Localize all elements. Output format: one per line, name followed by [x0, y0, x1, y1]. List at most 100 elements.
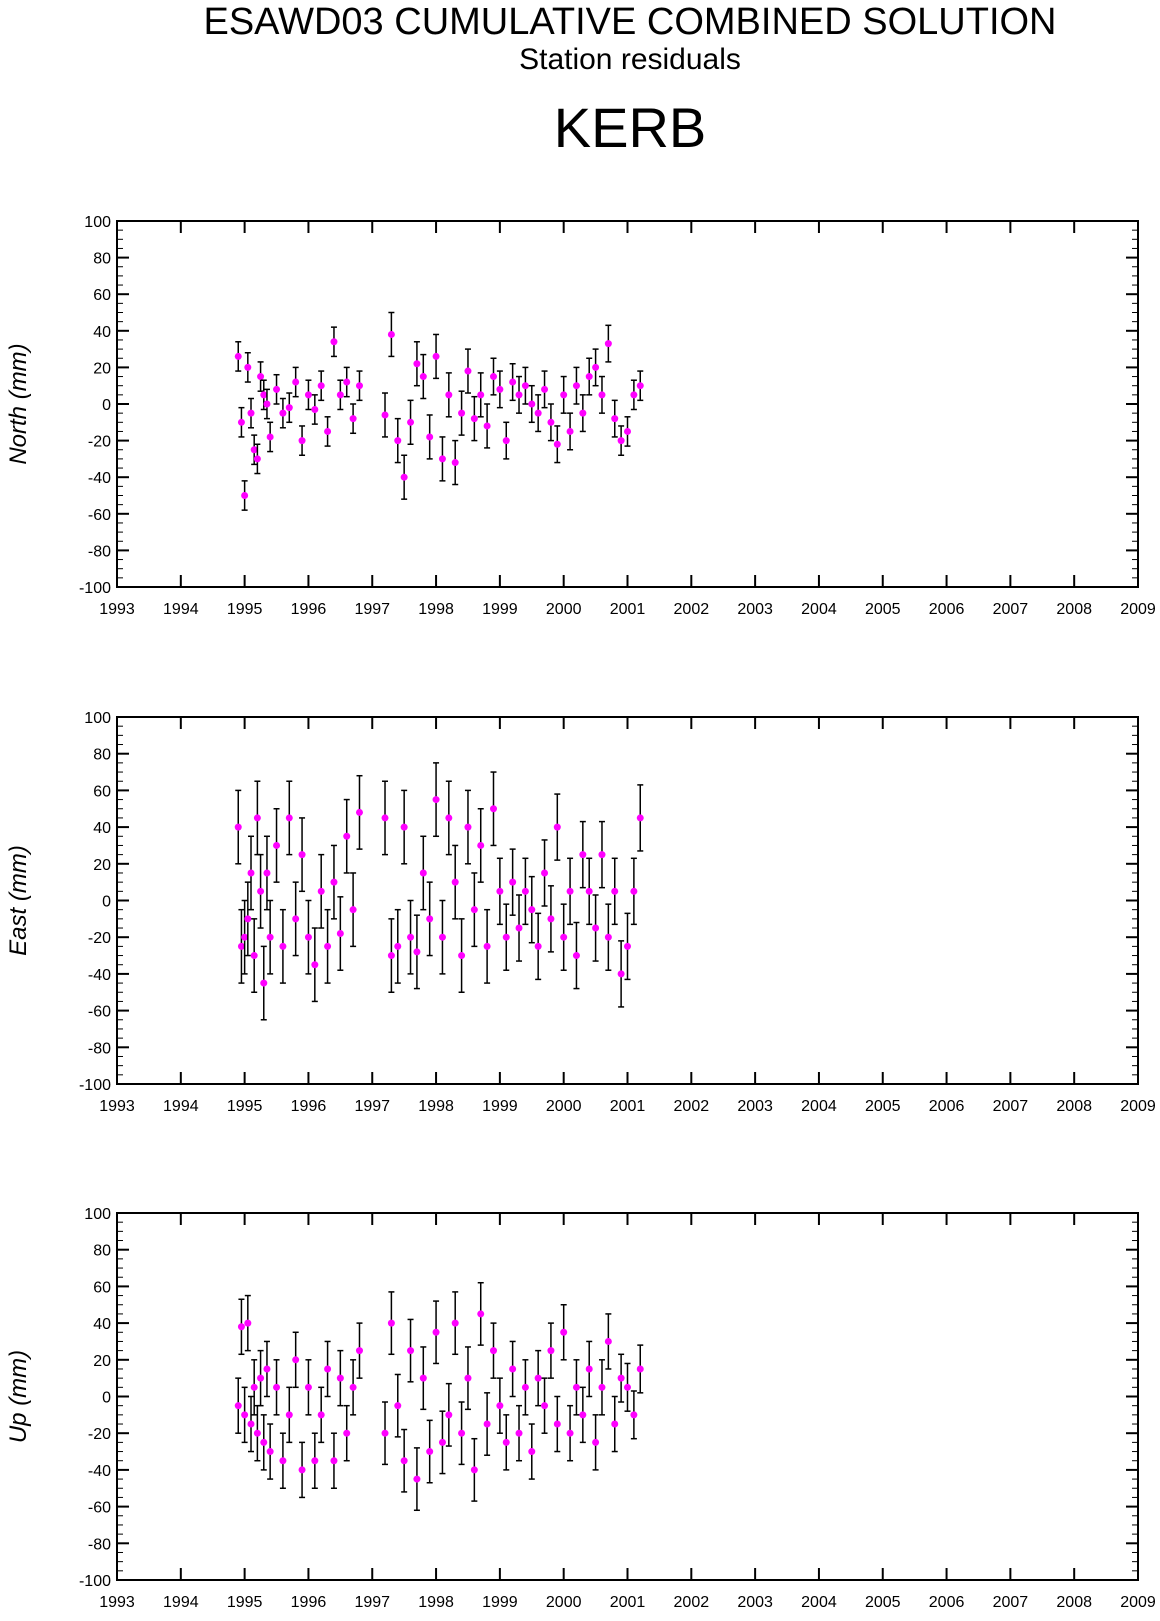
data-point: [509, 1365, 517, 1373]
data-point: [257, 887, 265, 895]
data-point: [292, 1356, 300, 1364]
y-tick-label: 0: [102, 397, 111, 414]
y-tick-label: 80: [93, 251, 111, 268]
data-point: [266, 933, 274, 941]
data-point: [617, 437, 625, 445]
data-point: [451, 1319, 459, 1327]
data-point: [324, 1365, 332, 1373]
data-point: [458, 1429, 466, 1437]
x-tick-label: 2007: [993, 601, 1029, 618]
data-point: [407, 418, 415, 426]
y-axis-label: Up (mm): [5, 1350, 32, 1443]
data-point: [336, 391, 344, 399]
data-point: [432, 796, 440, 804]
data-point: [241, 492, 249, 499]
data-point: [611, 1420, 619, 1428]
x-tick-label: 2004: [801, 1098, 837, 1115]
data-point: [324, 942, 332, 950]
data-point: [560, 391, 568, 399]
data-point: [509, 878, 517, 886]
data-point: [483, 1420, 491, 1428]
y-tick-label: 100: [84, 214, 111, 231]
data-point: [349, 1383, 357, 1391]
y-tick-label: 100: [84, 1206, 111, 1223]
data-point: [611, 887, 619, 895]
data-point: [253, 455, 261, 463]
data-point: [604, 340, 612, 348]
station-name: KERB: [553, 96, 707, 159]
y-tick-label: -80: [88, 1536, 111, 1553]
data-point: [515, 391, 523, 399]
y-tick-label: -100: [79, 1077, 111, 1094]
data-point: [355, 808, 363, 816]
data-point: [273, 385, 281, 393]
data-point: [489, 805, 497, 813]
data-point: [273, 841, 281, 849]
x-tick-label: 2001: [610, 601, 646, 618]
data-point: [483, 942, 491, 950]
x-tick-label: 1997: [354, 601, 390, 618]
x-tick-label: 1996: [291, 1098, 327, 1115]
data-point: [407, 1347, 415, 1355]
data-point: [445, 1411, 453, 1419]
data-point: [636, 382, 644, 390]
chart-panel-3: -100 -80 -60 -40 -20 0 20 40 60 80 100 1993 1994 1995…: [5, 1206, 1156, 1611]
x-tick-label: 1998: [418, 601, 454, 618]
data-point: [604, 1337, 612, 1345]
data-point: [432, 352, 440, 360]
data-point: [477, 841, 485, 849]
data-point: [237, 1323, 245, 1331]
data-point: [349, 415, 357, 423]
x-tick-label: 2008: [1056, 601, 1092, 618]
x-tick-label: 2000: [546, 1098, 582, 1115]
data-point: [317, 887, 325, 895]
data-point: [387, 952, 395, 960]
data-point: [343, 1429, 351, 1437]
data-point: [394, 1402, 402, 1410]
data-point: [528, 1448, 536, 1456]
data-point: [413, 948, 421, 956]
x-tick-label: 1995: [227, 1594, 263, 1611]
data-point: [250, 1383, 258, 1391]
data-point: [464, 1374, 472, 1382]
y-tick-label: 40: [93, 1316, 111, 1333]
data-point: [237, 942, 245, 950]
data-point: [515, 924, 523, 932]
data-point: [592, 1438, 600, 1446]
y-tick-label: 20: [93, 1353, 111, 1370]
x-tick-label: 1993: [99, 601, 135, 618]
y-tick-label: 20: [93, 857, 111, 874]
data-point: [624, 1383, 631, 1391]
data-point: [636, 1365, 644, 1373]
x-tick-label: 1999: [482, 1594, 518, 1611]
x-tick-label: 2001: [610, 1594, 646, 1611]
data-point: [432, 1328, 440, 1336]
data-point: [541, 1402, 549, 1410]
data-point: [541, 869, 549, 877]
data-point: [419, 373, 427, 381]
data-point: [244, 915, 252, 923]
data-point: [317, 382, 325, 390]
data-point: [279, 409, 287, 417]
data-point: [592, 363, 600, 371]
x-tick-label: 2002: [674, 601, 710, 618]
data-point: [458, 952, 466, 960]
data-point: [349, 906, 357, 914]
y-tick-label: -80: [88, 1040, 111, 1057]
x-tick-label: 2000: [546, 1594, 582, 1611]
y-tick-label: -20: [88, 930, 111, 947]
data-point: [483, 422, 491, 430]
x-tick-label: 2005: [865, 1594, 901, 1611]
data-point: [579, 409, 587, 417]
data-point: [413, 360, 421, 368]
data-point: [509, 378, 517, 386]
data-point: [311, 961, 319, 969]
data-point: [521, 1383, 529, 1391]
x-tick-label: 2007: [993, 1098, 1029, 1115]
data-point: [579, 851, 587, 859]
data-point: [451, 878, 459, 886]
x-tick-label: 1998: [418, 1098, 454, 1115]
data-point: [336, 930, 344, 938]
chart-subtitle: Station residuals: [519, 43, 741, 76]
data-point: [426, 433, 434, 441]
